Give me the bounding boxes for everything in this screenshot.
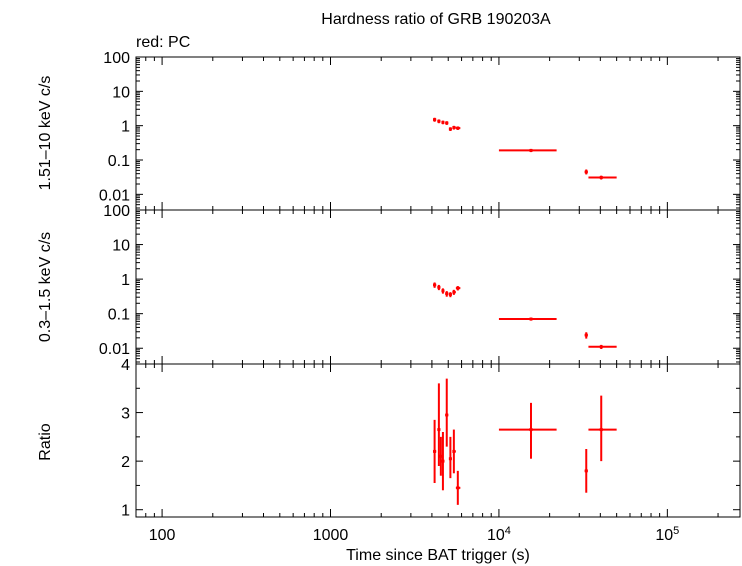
data-point-soft (584, 333, 588, 337)
data-point-ratio (456, 486, 460, 490)
y-tick-label-hard: 100 (103, 50, 130, 67)
panel-frame-hard (135, 56, 741, 211)
chart-panels: 100 10 1 0.1 0.01 1.51–10 keV c/s 100 10 1 0.1 0.0… (37, 50, 741, 544)
y-tick-label-hard: 1 (121, 119, 130, 136)
instrument-note: red: PC (136, 34, 190, 51)
data-point-hard (445, 121, 449, 125)
y-axis-label-soft: 0.3–1.5 keV c/s (37, 232, 54, 342)
x-tick-label: 1000 (313, 527, 349, 544)
data-point-soft (433, 283, 437, 287)
data-point-hard (433, 118, 437, 122)
x-tick-label: 105 (655, 525, 679, 544)
data-point-hard (529, 148, 533, 152)
data-point-ratio (452, 449, 456, 453)
x-axis-label: Time since BAT trigger (s) (346, 547, 530, 564)
y-axis-label-ratio: Ratio (37, 423, 54, 460)
data-point-hard (448, 127, 452, 131)
data-point-soft (448, 292, 452, 296)
data-point-soft (529, 317, 533, 321)
y-tick-label-soft: 0.01 (99, 341, 130, 358)
data-point-soft (441, 289, 445, 293)
y-tick-label-hard: 0.01 (99, 187, 130, 204)
data-point-ratio (448, 457, 452, 461)
y-tick-label-ratio: 1 (121, 503, 130, 520)
data-point-soft (437, 285, 441, 289)
x-tick-label: 100 (149, 527, 176, 544)
y-tick-label-soft: 100 (103, 203, 130, 220)
y-axis-label-hard: 1.51–10 keV c/s (37, 76, 54, 191)
data-point-ratio (445, 413, 449, 417)
y-tick-label-soft: 0.1 (108, 307, 130, 324)
y-tick-label-ratio: 3 (121, 406, 130, 423)
data-point-hard (599, 175, 603, 179)
y-tick-label-hard: 10 (112, 84, 130, 101)
data-point-soft (599, 345, 603, 349)
y-tick-label-hard: 0.1 (108, 153, 130, 170)
data-point-ratio (584, 469, 588, 473)
data-point-soft (452, 290, 456, 294)
data-point-soft (456, 286, 460, 290)
panel-frame-ratio (135, 363, 741, 518)
data-point-ratio (439, 454, 443, 458)
data-point-ratio (599, 428, 603, 432)
chart-title: Hardness ratio of GRB 190203A (321, 11, 551, 28)
data-point-hard (456, 126, 460, 130)
data-point-ratio (529, 428, 533, 432)
data-point-ratio (437, 428, 441, 432)
y-tick-label-soft: 1 (121, 272, 130, 289)
data-point-ratio (441, 459, 445, 463)
data-point-ratio (433, 449, 437, 453)
x-tick-label: 104 (487, 525, 511, 544)
data-point-hard (437, 119, 441, 123)
data-point-hard (441, 120, 445, 124)
y-tick-label-ratio: 2 (121, 454, 130, 471)
data-point-hard (584, 170, 588, 174)
data-point-soft (445, 292, 449, 296)
y-tick-label-soft: 10 (112, 238, 130, 255)
data-point-hard (452, 126, 456, 130)
y-tick-label-ratio: 4 (121, 357, 130, 374)
